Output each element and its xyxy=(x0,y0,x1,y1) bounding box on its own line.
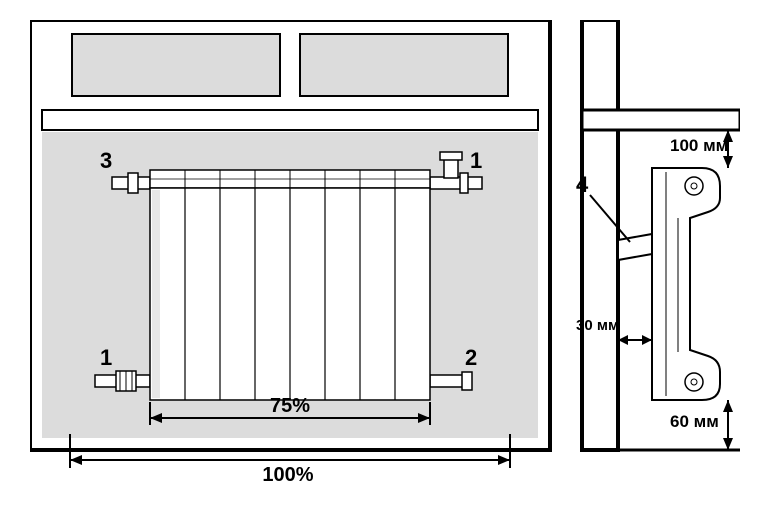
mount-bracket xyxy=(618,234,652,260)
side-wall xyxy=(582,20,618,450)
window-pane-left xyxy=(72,34,280,96)
dim-label-100mm: 100 мм xyxy=(670,136,740,156)
callout-1-top: 1 xyxy=(470,148,482,174)
diagram-svg xyxy=(30,20,740,500)
window-pane-right xyxy=(300,34,508,96)
callout-3: 3 xyxy=(100,148,112,174)
window-sill-front xyxy=(42,110,538,130)
callout-1-bot: 1 xyxy=(100,345,112,371)
pipe-right-bot-plug xyxy=(430,372,472,390)
dim-30mm xyxy=(618,335,652,345)
radiator-side xyxy=(652,168,720,400)
callout-2: 2 xyxy=(465,345,477,371)
dim-label-100: 100% xyxy=(248,464,328,487)
window-sill-side xyxy=(582,110,740,130)
callout-4: 4 xyxy=(576,172,588,198)
dim-label-60mm: 60 мм xyxy=(670,412,740,432)
diagram-container: 1 1 2 3 4 75% 100% 100 мм 30 мм 60 мм xyxy=(30,20,740,500)
side-view xyxy=(582,20,740,450)
dim-label-30mm: 30 мм xyxy=(576,317,631,334)
dim-label-75: 75% xyxy=(255,395,325,418)
radiator-front xyxy=(150,170,430,400)
